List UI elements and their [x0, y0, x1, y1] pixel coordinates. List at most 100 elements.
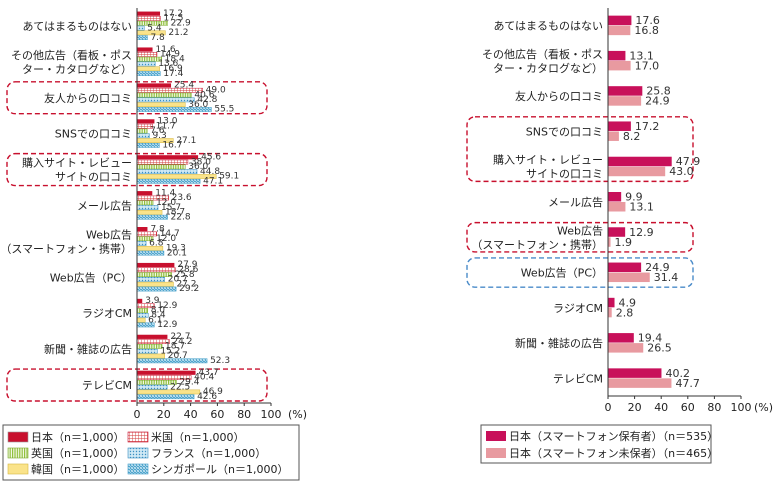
- bar: [608, 86, 643, 96]
- data-label: 42.8: [197, 95, 217, 105]
- data-label: 25.8: [646, 85, 671, 98]
- data-label: 43.7: [199, 368, 219, 378]
- bar: [608, 307, 612, 318]
- bar: [608, 272, 650, 283]
- data-label: 36.0: [188, 162, 208, 172]
- data-label: 17.2: [163, 9, 183, 19]
- x-axis-unit: (%): [754, 401, 773, 414]
- bar: [608, 131, 619, 141]
- data-label: 24.9: [645, 95, 670, 108]
- bar: [136, 358, 208, 364]
- bar: [608, 237, 611, 247]
- legend-swatch: [127, 447, 149, 459]
- category-label: （スマートフォン・携帯）: [471, 237, 603, 251]
- bar: [136, 178, 201, 184]
- data-label: 7.8: [150, 33, 165, 43]
- data-label: 17.4: [163, 69, 183, 79]
- bar: [608, 227, 626, 237]
- bar: [136, 389, 201, 395]
- x-tick-label: 40: [184, 408, 198, 421]
- category-label: テレビCM: [553, 372, 603, 385]
- data-label: 25.8: [175, 270, 195, 280]
- data-label: 18.7: [165, 342, 185, 352]
- data-label: 14.7: [160, 229, 180, 239]
- data-label: 55.5: [214, 105, 234, 115]
- bar: [137, 227, 148, 232]
- legend-label: 日本（スマートフォン保有者）（n＝535）: [509, 429, 718, 443]
- bar: [608, 343, 644, 353]
- legend-swatch: [486, 431, 506, 441]
- bar: [136, 205, 159, 210]
- data-label: 20.1: [167, 248, 187, 258]
- category-label: サイトの口コミ: [55, 171, 132, 184]
- data-label: 17.0: [635, 59, 660, 72]
- highlight-box: [466, 116, 694, 183]
- x-tick-label: 0: [134, 408, 141, 421]
- bar: [136, 245, 164, 251]
- bar: [136, 308, 148, 313]
- bar: [608, 202, 626, 212]
- data-label: 17.2: [635, 120, 660, 133]
- legend-box-right: [480, 424, 712, 464]
- x-tick-label: 100: [731, 401, 752, 414]
- data-label: 8.2: [623, 130, 641, 143]
- data-label: 43.0: [669, 165, 694, 178]
- data-label: 18.7: [165, 208, 185, 218]
- bar: [137, 119, 155, 124]
- data-label: 3.9: [145, 296, 160, 306]
- legend-label: 日本（n＝1,000）: [31, 430, 124, 444]
- data-label: 31.4: [654, 271, 679, 284]
- data-label: 27.1: [176, 136, 196, 146]
- bar: [136, 128, 148, 134]
- data-label: 16.9: [163, 64, 183, 74]
- bar: [136, 250, 165, 256]
- data-label: 22.9: [171, 18, 191, 28]
- bar: [608, 262, 642, 273]
- x-tick-label: 80: [707, 401, 721, 414]
- legend-swatch: [486, 448, 506, 458]
- bar: [136, 71, 161, 76]
- category-label: その他広告（看板・ポス: [11, 48, 132, 62]
- bar: [608, 166, 666, 177]
- bar: [608, 368, 662, 378]
- category-label: Web広告（PC）: [521, 267, 603, 280]
- bar: [136, 267, 176, 273]
- category-label: ター・カタログなど）: [493, 61, 603, 75]
- bar: [136, 394, 195, 400]
- data-label: 40.4: [194, 373, 214, 383]
- bar: [137, 83, 172, 88]
- x-tick-label: 20: [628, 401, 642, 414]
- bar: [136, 317, 146, 323]
- data-label: 13.1: [629, 201, 654, 214]
- data-label: 40.6: [194, 90, 214, 100]
- bar: [137, 370, 196, 375]
- x-tick-label: 60: [681, 401, 695, 414]
- data-label: 17.6: [635, 14, 660, 27]
- category-label: 購入サイト・レビュー: [22, 156, 132, 170]
- data-label: 8.0: [151, 306, 166, 316]
- bar: [136, 87, 203, 93]
- data-label: 49.0: [206, 85, 226, 95]
- data-label: 20.7: [168, 351, 188, 361]
- bar: [608, 121, 631, 131]
- legend-swatch: [127, 431, 149, 443]
- bar: [136, 61, 156, 67]
- category-label: その他広告（看板・ポス: [482, 47, 603, 61]
- bar: [136, 133, 150, 139]
- bar: [137, 155, 199, 160]
- data-label: 12.9: [157, 320, 177, 330]
- x-tick-label: 40: [654, 401, 668, 414]
- category-label: テレビCM: [82, 379, 132, 392]
- x-axis-unit: (%): [288, 408, 307, 421]
- bar: [136, 281, 174, 287]
- bar: [608, 192, 622, 202]
- bar: [136, 200, 154, 206]
- data-label: 27.2: [176, 279, 196, 289]
- bar: [136, 16, 161, 21]
- category-label: 購入サイト・レビュー: [493, 153, 603, 167]
- data-label: 26.5: [647, 342, 672, 355]
- data-label: 47.7: [675, 377, 700, 390]
- bar: [608, 25, 631, 36]
- data-label: 22.7: [170, 332, 190, 342]
